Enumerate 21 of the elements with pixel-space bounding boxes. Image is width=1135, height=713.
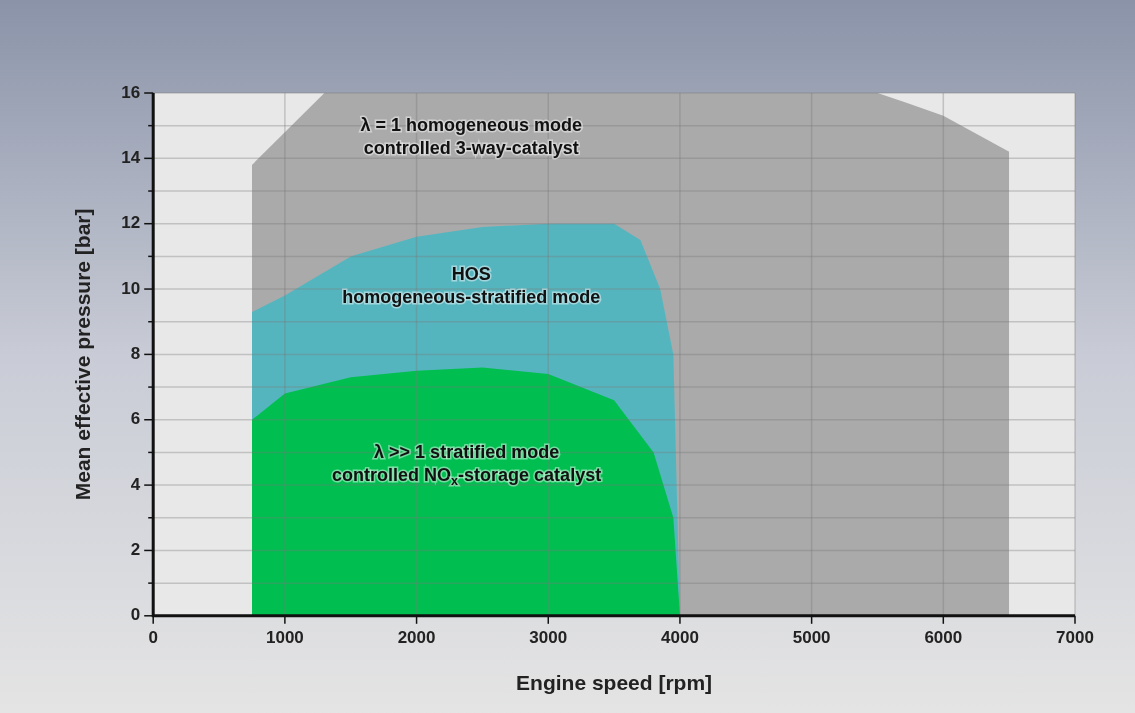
y-tick-label: 12 [121,213,141,233]
y-tick-label: 0 [130,605,141,625]
y-tick-label: 10 [121,278,141,298]
annotation: HOS homogeneous-stratified mode [342,263,601,307]
x-tick-label: 2000 [397,627,436,647]
y-tick-label: 16 [121,82,141,102]
y-axis-title: Mean effective pressure [bar] [71,208,95,501]
annotation: λ = 1 homogeneous mode controlled 3-way-catalyst [360,114,582,158]
x-tick-label: 1000 [265,627,304,647]
y-tick-label: 4 [130,474,141,494]
x-axis-title: Engine speed [rpm] [516,671,713,695]
x-tick-label: 4000 [661,627,699,647]
y-tick-label: 6 [130,409,141,429]
y-tick-label: 8 [130,344,141,364]
y-tick-label: 2 [130,540,141,560]
x-tick-label: 3000 [529,627,568,647]
x-tick-label: 7000 [1056,627,1094,647]
y-tick-label: 14 [121,148,141,168]
x-tick-label: 0 [148,627,158,647]
x-tick-label: 6000 [924,627,963,647]
x-tick-label: 5000 [792,627,831,647]
